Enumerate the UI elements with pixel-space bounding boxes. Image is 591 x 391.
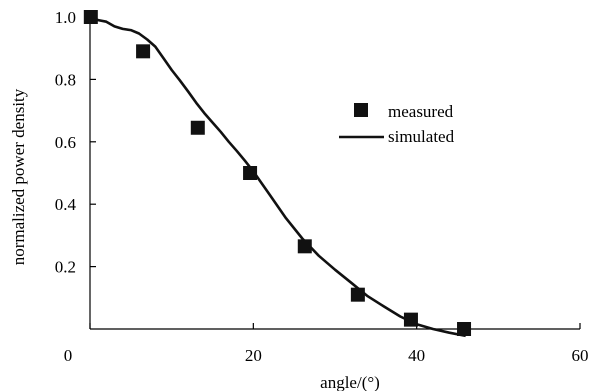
x-tick-label: 60 bbox=[572, 346, 589, 365]
x-tick-label: 0 bbox=[64, 346, 73, 365]
data-point-measured bbox=[243, 166, 258, 180]
data-point-measured bbox=[83, 10, 98, 24]
y-axis-label: normalized power density bbox=[9, 88, 28, 265]
y-tick-label: 0.6 bbox=[55, 133, 76, 152]
x-axis-label: angle/(°) bbox=[320, 373, 380, 391]
y-tick-label: 0.8 bbox=[55, 70, 76, 89]
data-point-measured bbox=[190, 120, 205, 135]
data-point-measured bbox=[297, 239, 312, 254]
y-tick-label: 0.4 bbox=[55, 195, 77, 214]
x-tick-label: 20 bbox=[245, 346, 262, 365]
data-point-measured bbox=[350, 287, 365, 302]
series-line-simulated bbox=[89, 15, 466, 338]
data-point-measured bbox=[457, 322, 472, 336]
legend-label-measured: measured bbox=[388, 102, 454, 121]
series-layer bbox=[83, 10, 472, 338]
legend-label-simulated: simulated bbox=[388, 127, 455, 146]
data-point-measured bbox=[403, 312, 418, 327]
y-tick-label: 1.0 bbox=[55, 8, 76, 27]
data-point-measured bbox=[136, 44, 151, 59]
legend-marker-measured bbox=[354, 103, 368, 117]
plot-area: 0 20 40 60 0.2 0.4 0.6 0.8 1.0 bbox=[55, 8, 589, 365]
legend: measured simulated bbox=[339, 102, 455, 146]
y-tick-label: 0.2 bbox=[55, 258, 76, 277]
x-ticks: 0 20 40 60 bbox=[64, 323, 589, 365]
x-tick-label: 40 bbox=[408, 346, 425, 365]
